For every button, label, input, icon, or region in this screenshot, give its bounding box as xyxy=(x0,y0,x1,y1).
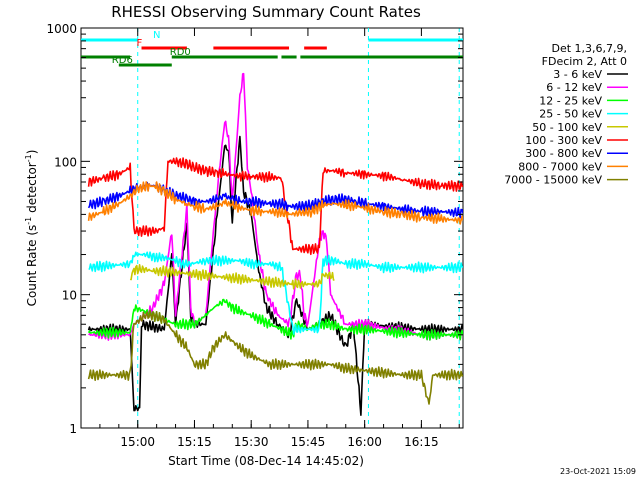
state-label-rd6: RD6 xyxy=(112,55,133,66)
legend-label-3-6-kev: 3 - 6 keV xyxy=(553,68,602,81)
legend-label-50-100-kev: 50 - 100 keV xyxy=(532,121,602,134)
legend-label-300-800-kev: 300 - 800 keV xyxy=(525,147,602,160)
series-800-7000-kev xyxy=(87,181,463,225)
series-25-50-kev xyxy=(88,251,463,335)
state-label-n: N xyxy=(153,30,160,41)
plot-frame xyxy=(80,27,464,429)
series-7000-15000-kev xyxy=(87,309,463,405)
y-axis: 1 10 100 1000 xyxy=(46,22,463,436)
x-tick-label-5: 16:15 xyxy=(404,435,439,449)
legend: Det 1,3,6,7,9, FDecim 2, Att 0 3 - 6 keV… xyxy=(504,42,628,187)
y-tick-label-2: 100 xyxy=(54,155,77,169)
x-tick-label-3: 15:45 xyxy=(291,435,326,449)
timestamp: 23-Oct-2021 15:09 xyxy=(560,467,636,476)
state-bars: NF RD0 RD6 xyxy=(81,30,463,67)
legend-label-100-300-kev: 100 - 300 keV xyxy=(525,134,602,147)
x-tick-label-0: 15:00 xyxy=(120,435,155,449)
state-label-rd0: RD0 xyxy=(170,47,191,58)
series-6-12-kev xyxy=(88,72,463,341)
y-axis-label: Count Rate (s-1 detector-1) xyxy=(24,150,39,307)
series-50-100-kev xyxy=(129,263,335,290)
series-layer xyxy=(87,72,463,417)
y-tick-label-3: 1000 xyxy=(46,22,77,36)
legend-label-7000-15000-kev: 7000 - 15000 keV xyxy=(504,174,602,187)
x-tick-label-4: 16:00 xyxy=(347,435,382,449)
x-axis-label: Start Time (08-Dec-14 14:45:02) xyxy=(168,454,364,468)
legend-label-800-7000-kev: 800 - 7000 keV xyxy=(518,160,602,173)
legend-label-12-25-kev: 12 - 25 keV xyxy=(539,94,602,107)
legend-label-25-50-kev: 25 - 50 keV xyxy=(539,108,602,121)
y-tick-label-1: 10 xyxy=(62,289,77,303)
legend-header-line-1: Det 1,3,6,7,9, xyxy=(551,42,627,55)
x-axis: 15:00 15:15 15:30 15:45 16:00 16:15 xyxy=(80,28,460,449)
series-100-300-kev xyxy=(87,157,463,256)
y-tick-label-0: 1 xyxy=(69,422,77,436)
x-tick-label-2: 15:30 xyxy=(234,435,269,449)
x-tick-label-1: 15:15 xyxy=(177,435,212,449)
state-label-f: F xyxy=(137,38,143,49)
chart-title: RHESSI Observing Summary Count Rates xyxy=(111,3,421,21)
legend-label-6-12-kev: 6 - 12 keV xyxy=(546,81,602,94)
legend-header-line-2: FDecim 2, Att 0 xyxy=(542,55,627,68)
